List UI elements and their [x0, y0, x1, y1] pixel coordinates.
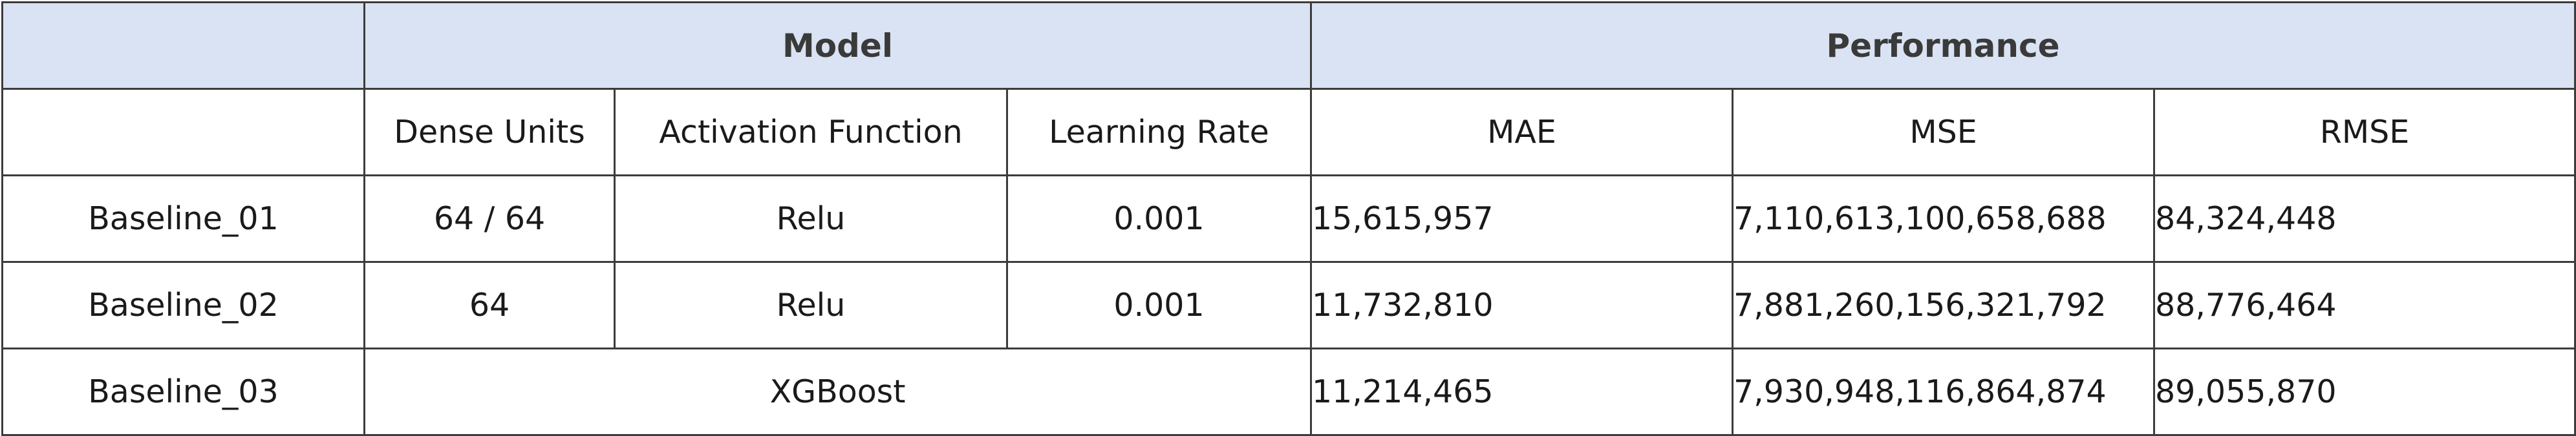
dense-units-cell: 64 / 64	[363, 174, 616, 263]
activation-cell: Relu	[614, 261, 1008, 349]
mse-cell: 7,930,948,116,864,874	[1732, 348, 2155, 436]
column-header-name	[1, 88, 365, 176]
mse-cell: 7,881,260,156,321,792	[1732, 261, 2155, 349]
rmse-cell: 84,324,448	[2152, 174, 2576, 263]
learning-rate-cell: 0.001	[1006, 261, 1312, 349]
rmse-cell: 88,776,464	[2152, 261, 2576, 349]
table-row: Baseline_02 64 Relu 0.001 11,732,810 7,8…	[1, 261, 2576, 349]
column-header-dense-units: Dense Units	[363, 88, 616, 176]
row-name: Baseline_01	[1, 174, 365, 263]
column-header-row: Dense Units Activation Function Learning…	[1, 88, 2576, 176]
column-header-learning-rate: Learning Rate	[1006, 88, 1312, 176]
model-cell: XGBoost	[363, 348, 1312, 436]
group-header-blank	[1, 1, 365, 90]
table-row: Baseline_01 64 / 64 Relu 0.001 15,615,95…	[1, 174, 2576, 263]
rmse-cell: 89,055,870	[2152, 348, 2576, 436]
performance-group-header: Performance	[1309, 1, 2576, 90]
column-header-rmse: RMSE	[2152, 88, 2576, 176]
group-header-row: Model Performance	[1, 1, 2576, 90]
mse-cell: 7,110,613,100,658,688	[1732, 174, 2155, 263]
mae-cell: 15,615,957	[1310, 174, 1733, 263]
column-header-activation: Activation Function	[614, 88, 1008, 176]
learning-rate-cell: 0.001	[1006, 174, 1312, 263]
mae-cell: 11,214,465	[1310, 348, 1733, 436]
column-header-mae: MAE	[1310, 88, 1733, 176]
mae-cell: 11,732,810	[1310, 261, 1733, 349]
row-name: Baseline_02	[1, 261, 365, 349]
activation-cell: Relu	[614, 174, 1008, 263]
column-header-mse: MSE	[1732, 88, 2155, 176]
row-name: Baseline_03	[1, 348, 365, 436]
dense-units-cell: 64	[363, 261, 616, 349]
model-group-header: Model	[363, 1, 1312, 90]
table-row: Baseline_03 XGBoost 11,214,465 7,930,948…	[1, 348, 2576, 436]
